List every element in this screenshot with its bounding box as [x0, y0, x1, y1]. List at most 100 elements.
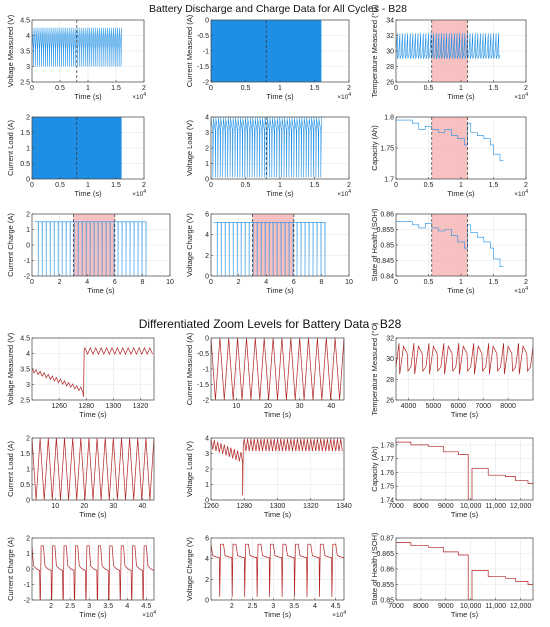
y-axis-label: Voltage Load (V): [185, 441, 194, 497]
x-axis-label: Time (s): [79, 410, 107, 419]
y-tick-label: 1.74: [380, 498, 394, 505]
subplot-12: 4000 5000 6000 7000 8000 26 28 30 32 Time (s) Temp…: [370, 322, 534, 419]
series-group: [213, 222, 326, 276]
y-tick-label: 1.5: [20, 451, 30, 458]
subplot-9: 0 0.5 1 1.5 2 0.84 0.845 0.85 0.855 0.86 Time (s) S…: [370, 208, 528, 295]
x-tick-label: 10: [166, 279, 174, 286]
y-tick-label: -2: [203, 80, 209, 87]
y-tick-label: 0.84: [380, 274, 394, 281]
series-line: [32, 545, 154, 600]
x-tick-label: 40: [327, 403, 335, 410]
x-tick-label: 7000: [475, 403, 491, 410]
y-tick-label: 1: [205, 482, 209, 489]
axes-frame: [210, 537, 345, 601]
x-tick-label: 2: [347, 85, 351, 92]
subplot-3: 0 0.5 1 1.5 2 26 28 30 32 34 Time (s) Temperature M…: [370, 4, 528, 101]
x-tick-label: 4: [313, 603, 317, 610]
y-tick-label: 1: [26, 551, 30, 558]
y-tick-label: 1.78: [380, 442, 394, 449]
series-group: [396, 221, 504, 267]
x-axis-label: Time (s): [74, 189, 102, 198]
x-tick-label: 4: [85, 279, 89, 286]
y-tick-label: 30: [386, 356, 394, 363]
x-tick-label: 2: [230, 603, 234, 610]
y-tick-label: 2: [205, 253, 209, 260]
x-tick-label: 12,000: [510, 503, 532, 510]
x-axis-label: Time (s): [447, 189, 475, 198]
y-tick-label: 0: [205, 18, 209, 25]
y-tick-label: 26: [386, 80, 394, 87]
y-tick-label: 1.75: [380, 146, 394, 153]
x-tick-label: 3: [271, 603, 275, 610]
y-tick-label: 3.5: [20, 49, 30, 56]
y-tick-label: 34: [386, 18, 394, 25]
x-tick-label: 2: [524, 279, 528, 286]
x-tick-label: 0: [209, 279, 213, 286]
x-axis-label: Time (s): [266, 286, 294, 295]
x-tick-label: 0.5: [241, 85, 251, 92]
y-axis-label: Voltage Load (V): [185, 120, 194, 176]
subplot-1: 0 0.5 1 1.5 2 2.5 3 3.5 4 4.5 Time (s) Voltage Meas…: [6, 14, 146, 101]
y-tick-label: 4: [26, 33, 30, 40]
x-tick-label: 2.5: [248, 603, 258, 610]
series-line: [396, 119, 504, 161]
y-axis-label: State of Health (SOH): [370, 208, 379, 281]
subplot-5: 0 0.5 1 1.5 2 0 1 2 3 4 Time (s) Voltage Load (V) ×1…: [185, 115, 351, 199]
y-tick-label: 2.5: [20, 398, 30, 405]
bottom-section-title: Differentiated Zoom Levels for Battery D…: [139, 317, 402, 331]
x-tick-label: 2: [142, 182, 146, 189]
x-tick-label: 11,000: [485, 603, 506, 610]
x-axis-label: Time (s): [264, 610, 292, 619]
y-axis-label: State of Health (SOH): [370, 532, 379, 605]
x-tick-label: 2: [58, 279, 62, 286]
y-axis-label: Current Charge (A): [6, 537, 15, 601]
y-tick-label: 4.5: [20, 18, 30, 25]
x-tick-label: 2: [49, 603, 53, 610]
x-tick-label: 2: [142, 85, 146, 92]
x-tick-label: 2: [347, 182, 351, 189]
series-line: [396, 221, 504, 267]
y-tick-label: 1.76: [380, 470, 394, 477]
y-tick-label: 1.7: [384, 177, 394, 184]
y-tick-label: 0: [26, 498, 30, 505]
y-tick-label: 0: [205, 598, 209, 605]
x-exponent-label: ×104: [142, 610, 156, 619]
y-tick-label: 3: [26, 64, 30, 71]
y-axis-label: Current Charge (A): [6, 213, 15, 277]
x-axis-label: Time (s): [87, 286, 115, 295]
subplot-2: 0 0.5 1 1.5 2 -2 -1.5 -1 -0.5 0 Time (s) Current Me…: [185, 14, 351, 101]
x-tick-label: 0.5: [241, 182, 251, 189]
y-axis-label: Voltage Charge (V): [185, 537, 194, 601]
x-tick-label: 12,000: [510, 603, 532, 610]
y-tick-label: 1.5: [20, 130, 30, 137]
y-tick-label: -1: [203, 367, 209, 374]
x-tick-label: 1280: [236, 503, 252, 510]
x-tick-label: 1.5: [489, 85, 499, 92]
subplot-7: 0 2 4 6 8 10 -2 -1 0 1 2 Time (s) Current Charge (A): [6, 212, 174, 296]
series-line: [32, 347, 153, 397]
x-tick-label: 2: [524, 85, 528, 92]
series-group: [32, 347, 153, 397]
x-tick-label: 8000: [500, 403, 516, 410]
x-tick-label: 1300: [106, 403, 122, 410]
x-tick-label: 9000: [438, 603, 454, 610]
subplot-10: 1260 1280 1300 1320 2.5 3 3.5 4 4.5 Time (s) Volta…: [6, 332, 155, 419]
x-tick-label: 1300: [270, 503, 286, 510]
x-tick-label: 20: [80, 503, 88, 510]
x-tick-label: 0: [394, 182, 398, 189]
x-axis-label: Time (s): [264, 410, 292, 419]
series-line: [213, 222, 326, 276]
y-tick-label: -1: [203, 49, 209, 56]
x-tick-label: 8: [140, 279, 144, 286]
y-tick-label: 28: [386, 377, 394, 384]
y-tick-label: -2: [24, 598, 30, 605]
x-tick-label: 1320: [303, 503, 319, 510]
y-tick-label: 1: [26, 467, 30, 474]
x-tick-label: 7000: [388, 603, 404, 610]
y-tick-label: -1: [24, 582, 30, 589]
y-tick-label: 2: [26, 115, 30, 122]
x-tick-label: 6: [292, 279, 296, 286]
y-tick-label: 1.75: [380, 484, 394, 491]
x-tick-label: 8: [319, 279, 323, 286]
x-tick-label: 9000: [438, 503, 454, 510]
